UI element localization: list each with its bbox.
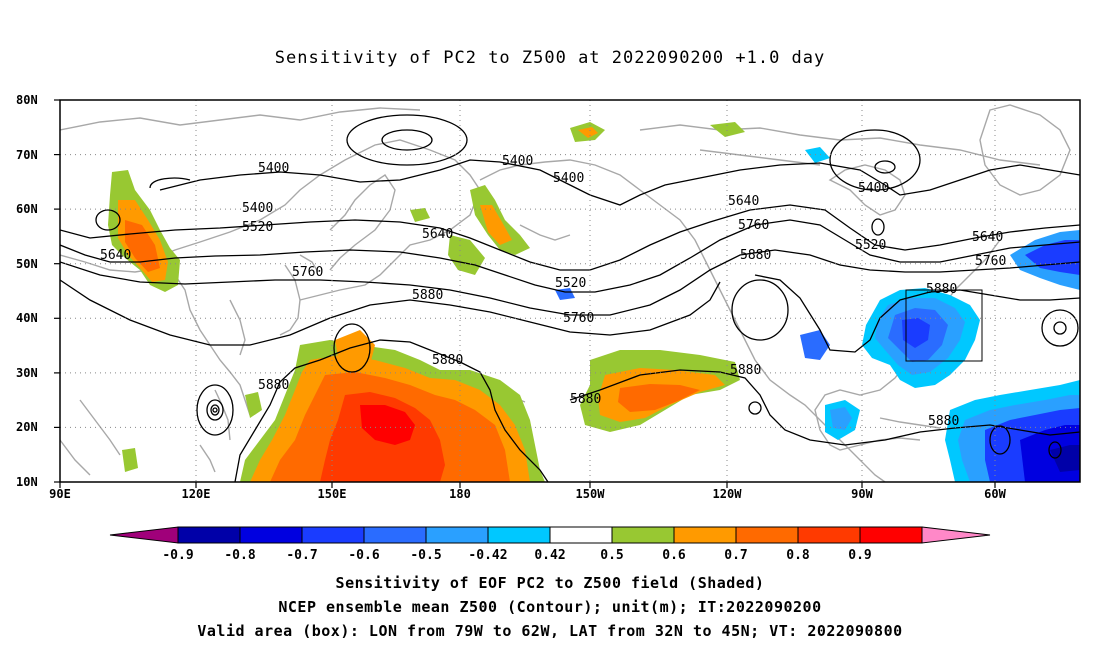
colorbar-tick-label: -0.6 bbox=[348, 548, 379, 563]
colorbar-segment bbox=[549, 526, 613, 544]
colorbar-tick-label: -0.7 bbox=[286, 548, 317, 563]
colorbar-segment bbox=[797, 526, 861, 544]
contour-label: 5400 bbox=[242, 201, 273, 216]
colorbar-tick-label: -0.8 bbox=[224, 548, 255, 563]
colorbar-tick-label: 0.9 bbox=[848, 548, 871, 563]
colorbar-segment bbox=[487, 526, 551, 544]
colorbar-segment bbox=[363, 526, 427, 544]
caption-line-2: NCEP ensemble mean Z500 (Contour); unit(… bbox=[278, 598, 822, 616]
lon-label: 90W bbox=[851, 487, 873, 501]
sensitivity-shading bbox=[108, 122, 1080, 482]
colorbar-segment bbox=[611, 526, 675, 544]
lat-label: 50N bbox=[16, 257, 38, 271]
lat-label: 70N bbox=[16, 148, 38, 162]
ticks bbox=[54, 99, 996, 488]
map-frame bbox=[59, 99, 1081, 483]
colorbar bbox=[109, 526, 991, 544]
map-title: Sensitivity of PC2 to Z500 at 2022090200… bbox=[274, 48, 826, 68]
contour-label: 5760 bbox=[563, 311, 594, 326]
longitude-labels: 90E 120E 150E 180 150W 120W 90W 60W bbox=[49, 487, 1006, 501]
contour-label: 5520 bbox=[242, 220, 273, 235]
colorbar-segment bbox=[735, 526, 799, 544]
colorbar-tick-label: 0.6 bbox=[662, 548, 686, 563]
lon-label: 90E bbox=[49, 487, 71, 501]
lon-label: 120W bbox=[713, 487, 743, 501]
contour-label: 5760 bbox=[975, 254, 1006, 269]
lon-label: 120E bbox=[182, 487, 211, 501]
colorbar-tick-label: 0.42 bbox=[534, 548, 565, 563]
contour-label: 5880 bbox=[730, 363, 761, 378]
contour-label: 5640 bbox=[422, 227, 453, 242]
lat-label: 30N bbox=[16, 366, 38, 380]
contour-label: 5400 bbox=[858, 181, 889, 196]
contour-label: 5880 bbox=[258, 378, 289, 393]
lat-label: 20N bbox=[16, 420, 38, 434]
colorbar-segment bbox=[301, 526, 365, 544]
contour-labels: 5400 5400 5400 5400 5400 5520 5520 5520 … bbox=[100, 154, 1006, 429]
colorbar-tick-label: -0.9 bbox=[162, 548, 193, 563]
contour-label: 5760 bbox=[738, 218, 769, 233]
valid-area-box bbox=[905, 289, 983, 362]
caption-line-3: Valid area (box): LON from 79W to 62W, L… bbox=[197, 622, 903, 640]
contour-label: 5400 bbox=[258, 161, 289, 176]
lat-label: 80N bbox=[16, 93, 38, 107]
contour-label: 5640 bbox=[100, 248, 131, 263]
latitude-labels: 80N 70N 60N 50N 40N 30N 20N 10N bbox=[16, 93, 38, 489]
lat-label: 40N bbox=[16, 311, 38, 325]
contour-label: 5400 bbox=[502, 154, 533, 169]
graticule bbox=[60, 100, 1080, 482]
colorbar-segment bbox=[177, 526, 241, 544]
colorbar-high-extend bbox=[921, 526, 991, 544]
contour-label: 5880 bbox=[740, 248, 771, 263]
lon-label: 150E bbox=[318, 487, 347, 501]
contour-label: 5880 bbox=[928, 414, 959, 429]
lon-label: 60W bbox=[984, 487, 1006, 501]
colorbar-tick-label: -0.42 bbox=[468, 548, 507, 563]
contour-label: 5880 bbox=[570, 392, 601, 407]
colorbar-tick-label: -0.5 bbox=[410, 548, 441, 563]
colorbar-tick-label: 0.7 bbox=[724, 548, 747, 563]
colorbar-segment bbox=[239, 526, 303, 544]
contour-label: 5640 bbox=[972, 230, 1003, 245]
colorbar-low-extend bbox=[109, 526, 179, 544]
contour-label: 5880 bbox=[432, 353, 463, 368]
contour-label: 5520 bbox=[855, 238, 886, 253]
contour-label: 5640 bbox=[728, 194, 759, 209]
contour-label: 5400 bbox=[553, 171, 584, 186]
lon-label: 150W bbox=[576, 487, 606, 501]
contour-label: 5760 bbox=[292, 265, 323, 280]
colorbar-tick-labels: -0.9 -0.8 -0.7 -0.6 -0.5 -0.42 0.42 0.5 0.6 0.7 0.… bbox=[162, 548, 871, 563]
lat-label: 10N bbox=[16, 475, 38, 489]
colorbar-segment bbox=[425, 526, 489, 544]
caption-line-1: Sensitivity of EOF PC2 to Z500 field (Sh… bbox=[335, 574, 765, 592]
colorbar-segment bbox=[859, 526, 923, 544]
colorbar-tick-label: 0.8 bbox=[786, 548, 810, 563]
lat-label: 60N bbox=[16, 202, 38, 216]
colorbar-segment bbox=[673, 526, 737, 544]
contour-label: 5520 bbox=[555, 276, 586, 291]
lon-label: 180 bbox=[449, 487, 471, 501]
colorbar-tick-label: 0.5 bbox=[600, 548, 623, 563]
contour-label: 5880 bbox=[412, 288, 443, 303]
